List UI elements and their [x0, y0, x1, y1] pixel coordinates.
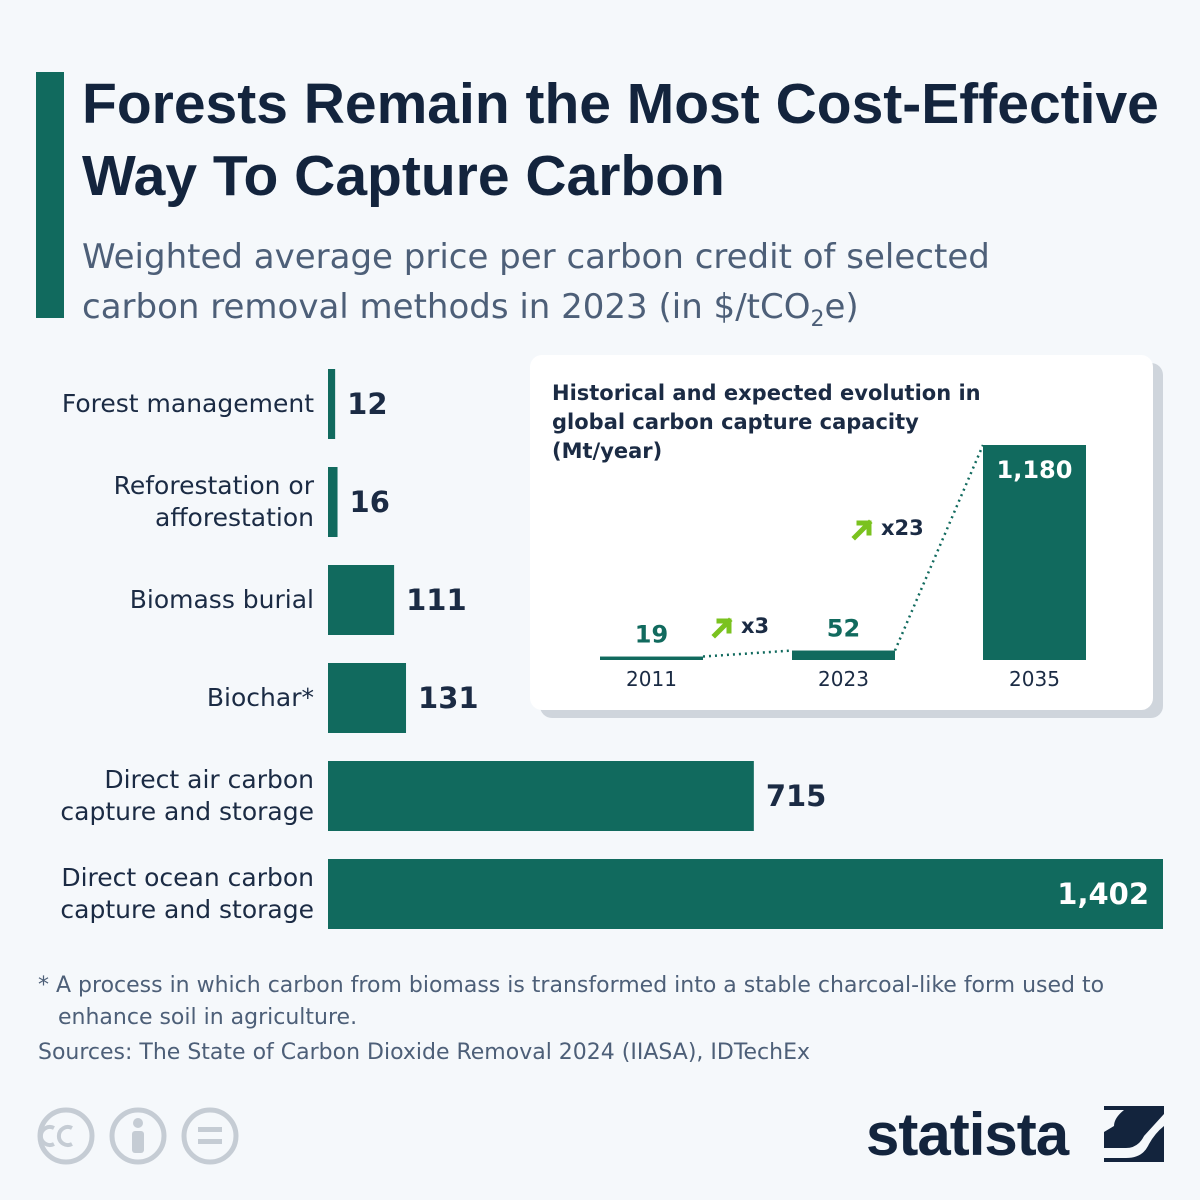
value-label: 52 [827, 615, 860, 643]
category-label: Direct ocean carbon capture and storage [60, 863, 314, 924]
category-label: Biochar* [206, 683, 314, 712]
growth-arrow [711, 617, 733, 639]
value-label: 111 [406, 583, 467, 617]
title: Forests Remain the Most Cost-Effective W… [82, 72, 1159, 208]
brand: statista [866, 1101, 1069, 1168]
source: Sources: The State of Carbon Dioxide Rem… [38, 1040, 811, 1065]
subtitle: Weighted average price per carbon credit… [82, 232, 1082, 345]
growth-label: x3 [741, 614, 769, 638]
footnote: * A process in which carbon from biomass… [38, 973, 1105, 1030]
growth-label: x23 [881, 516, 924, 540]
bar [328, 761, 754, 831]
category-label: Biomass burial [129, 585, 314, 614]
accent-bar [36, 72, 64, 318]
main-chart-svg [328, 369, 1163, 929]
x-tick-label: 2011 [626, 667, 677, 691]
bar [328, 859, 1163, 929]
license-icons [37, 1107, 239, 1165]
value-label: 12 [347, 387, 388, 421]
subtitle-text: e) [824, 287, 859, 327]
category-label: Reforestation or afforestation [113, 471, 314, 532]
x-tick-label: 2023 [818, 667, 869, 691]
bar [792, 650, 895, 660]
x-tick-label: 2035 [1009, 667, 1060, 691]
subtitle-text: Weighted average price per carbon credit… [82, 237, 990, 327]
bar [328, 467, 338, 537]
category-label: Forest management [61, 389, 314, 418]
category-label: Direct air carbon capture and storage [60, 765, 314, 826]
inset-title: Historical and expected evolution in glo… [552, 381, 981, 463]
inset-chart: 2011 19 2023 52 2035 1,180 x3 x23 Historical an… [530, 355, 1153, 710]
main-chart: Forest management 12 Reforestation or affo… [60, 369, 1163, 929]
bar [983, 445, 1086, 660]
subtitle-subscript: 2 [810, 306, 825, 332]
value-label: 131 [418, 681, 479, 715]
connector [893, 444, 985, 652]
growth-arrow [851, 519, 873, 541]
brand-icon [1104, 1106, 1164, 1162]
bar [328, 369, 336, 439]
value-label: 1,402 [1057, 877, 1149, 911]
value-label: 16 [349, 485, 390, 519]
value-label: 715 [765, 779, 827, 813]
connector [702, 649, 793, 658]
value-label: 19 [635, 621, 668, 649]
bar [328, 663, 407, 733]
bar [328, 565, 395, 635]
bar [600, 656, 703, 660]
value-label: 1,180 [997, 456, 1073, 484]
inset-chart-svg: 2011 19 2023 52 2035 1,180 x3 x23 [600, 444, 1086, 691]
